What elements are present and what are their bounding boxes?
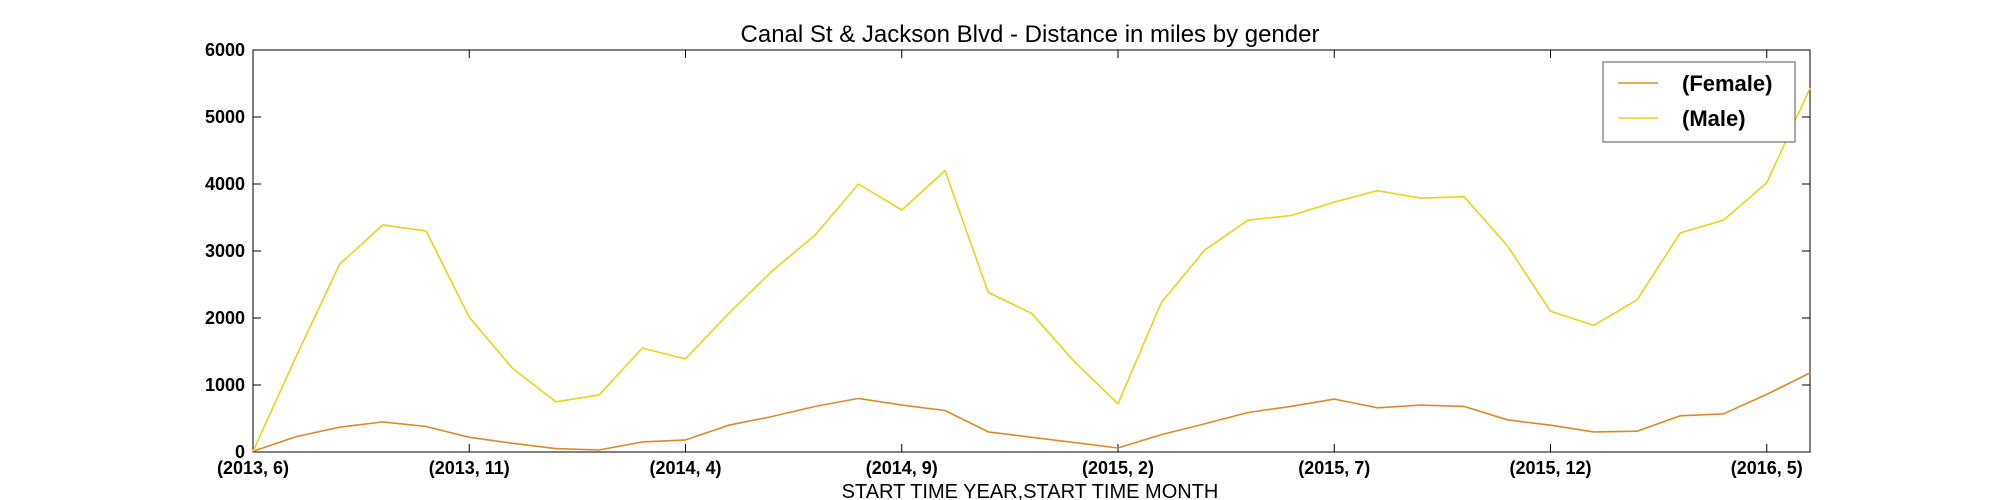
y-tick-label: 2000	[205, 308, 245, 328]
y-tick-label: 1000	[205, 375, 245, 395]
legend-label-female: (Female)	[1682, 71, 1772, 96]
ticks-layer: 0 1000 2000 3000 4000 5000 6000 (2013, 6) (2013,…	[205, 40, 1810, 478]
x-tick-label: (2015, 12)	[1509, 458, 1591, 478]
chart-title: Canal St & Jackson Blvd - Distance in mi…	[741, 21, 1320, 48]
legend: (Female) (Male)	[1602, 61, 1796, 143]
x-tick-label: (2015, 2)	[1082, 458, 1154, 478]
x-tick-label: (2014, 9)	[866, 458, 938, 478]
legend-box	[1602, 61, 1796, 143]
series-line-female	[252, 372, 1811, 453]
x-tick-label: (2014, 4)	[649, 458, 721, 478]
x-tick-label: (2016, 5)	[1731, 458, 1803, 478]
y-tick-label: 0	[235, 442, 245, 462]
x-tick-label: (2013, 11)	[429, 458, 510, 478]
x-tick-label: (2013, 6)	[217, 458, 289, 478]
y-tick-label: 4000	[205, 174, 245, 194]
legend-label-male: (Male)	[1682, 106, 1746, 131]
plot-frame	[252, 49, 1811, 453]
series-layer	[252, 87, 1811, 453]
x-tick-label: (2015, 7)	[1298, 458, 1370, 478]
series-line-male	[252, 87, 1811, 452]
y-tick-label: 6000	[205, 40, 245, 60]
y-tick-label: 5000	[205, 107, 245, 127]
x-axis-label: START TIME YEAR,START TIME MONTH	[842, 481, 1219, 500]
y-tick-label: 3000	[205, 241, 245, 261]
